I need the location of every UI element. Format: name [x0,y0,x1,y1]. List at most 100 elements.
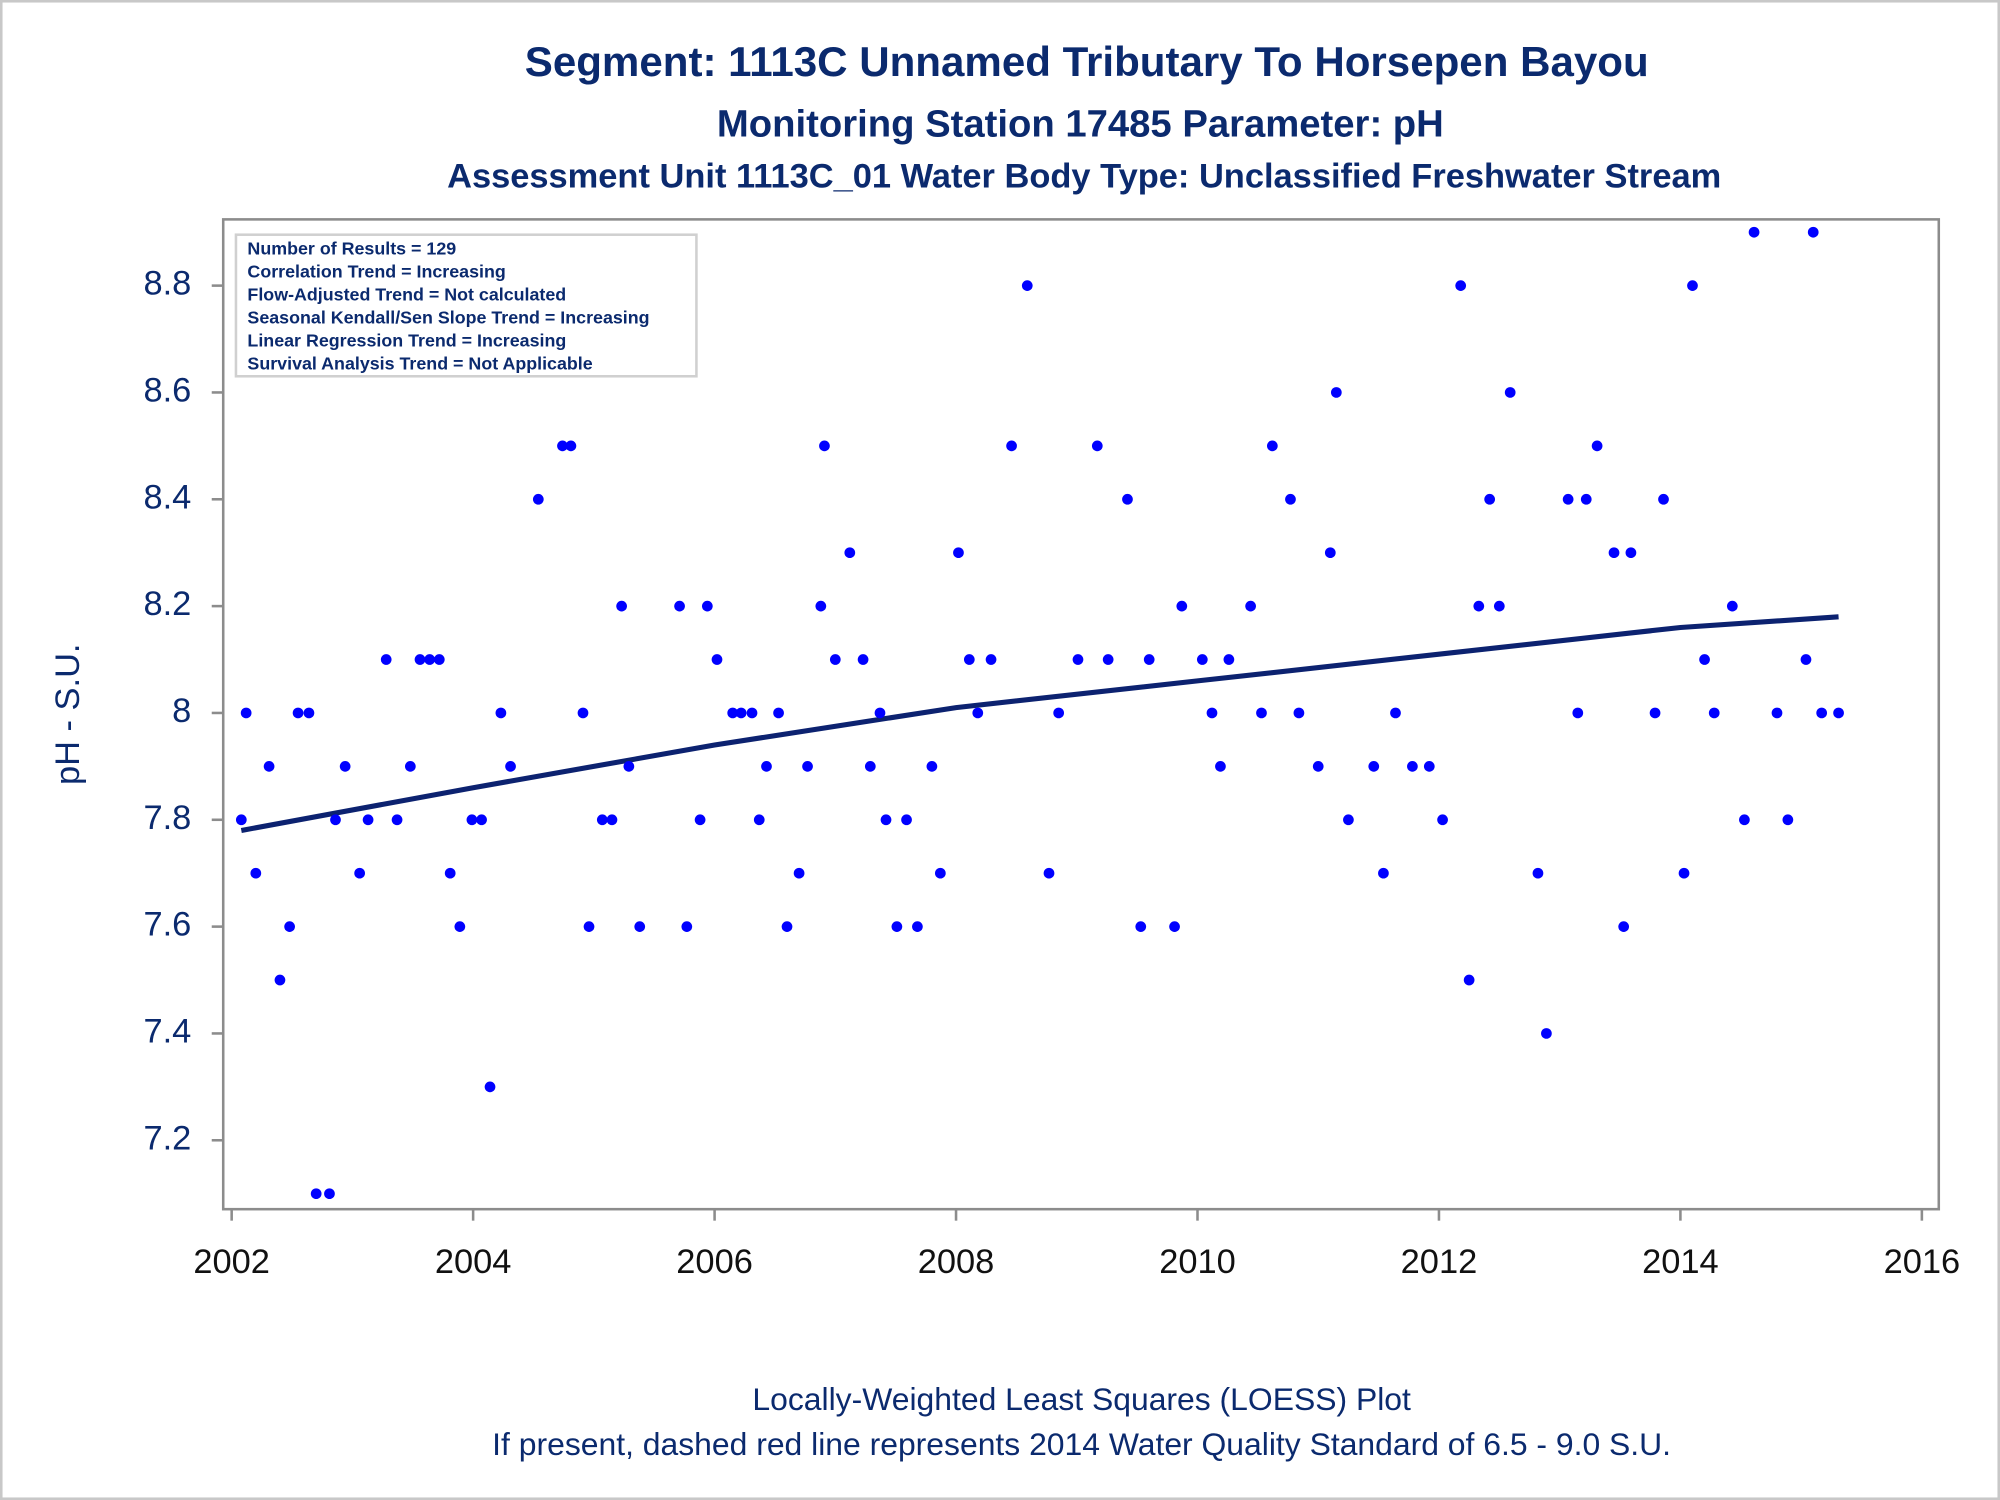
data-point [857,654,869,665]
data-point [250,867,262,879]
data-point [891,921,903,932]
data-point [1223,654,1235,665]
data-point [324,1188,335,1200]
data-point [815,600,827,612]
info-text: Seasonal Kendall/Sen Slope Trend = Incre… [247,308,649,328]
data-point [1021,280,1033,291]
data-point [1215,761,1226,772]
data-point [380,654,392,665]
data-point [414,654,426,665]
data-point [1407,761,1418,772]
data-point [727,707,739,719]
x-tick-label: 2014 [1642,1243,1719,1281]
data-point [1463,974,1475,986]
data-point [1169,921,1180,932]
data-point [1266,440,1278,452]
data-point [1591,440,1603,452]
data-point [1176,600,1188,612]
data-point [1771,707,1783,719]
data-point [773,707,784,719]
data-point [1800,654,1812,665]
data-point [1378,867,1389,879]
data-point [1807,226,1819,238]
data-point [391,814,403,826]
data-point [1324,547,1336,559]
y-axis-label: pH - S.U. [49,644,87,786]
data-point [1782,814,1794,826]
data-point [802,761,813,772]
data-point [901,814,912,826]
info-text: Flow-Adjusted Trend = Not calculated [247,285,566,305]
data-point [735,707,747,719]
data-point [1423,761,1435,772]
data-point [1625,547,1637,559]
x-tick-label: 2010 [1159,1243,1236,1281]
data-point [444,867,456,879]
data-point [844,547,856,559]
data-point [1072,654,1084,665]
data-point [303,707,315,719]
data-point [926,761,938,772]
data-point [1726,600,1738,612]
data-point [1390,707,1401,719]
data-point [606,814,618,826]
data-point [963,654,975,665]
data-point [339,761,351,772]
data-point [1006,440,1017,452]
info-text: Correlation Trend = Increasing [247,262,505,282]
data-point [634,921,646,932]
data-point [362,814,374,826]
data-point [1437,814,1448,826]
data-point [1833,707,1844,719]
x-tick-label: 2008 [918,1243,995,1281]
y-tick-label: 8.4 [143,478,191,516]
data-point [711,654,723,665]
data-point [880,814,892,826]
data-point [433,654,445,665]
y-tick-label: 8.2 [143,585,191,623]
data-point [1368,761,1380,772]
data-point [761,761,772,772]
data-point [1678,867,1690,879]
data-point [505,761,516,772]
data-point [240,707,252,719]
footnote: If present, dashed red line represents 2… [492,1426,1671,1462]
chart-subtitle: Assessment Unit 1113C_01 Water Body Type… [447,158,1721,196]
data-point [1091,440,1103,452]
data-point [1748,226,1760,238]
data-point [1484,493,1496,505]
data-point [1687,280,1698,291]
data-point [330,814,341,826]
data-point [753,814,765,826]
data-point [681,921,693,932]
data-point [829,654,841,665]
data-point [746,707,758,719]
footnote: Locally-Weighted Least Squares (LOESS) P… [752,1381,1411,1417]
data-point [793,867,805,879]
chart-subtitle: Monitoring Station 17485 Parameter: pH [717,102,1444,145]
trend-line [240,614,1839,833]
y-tick-label: 7.2 [143,1119,191,1157]
y-tick-label: 8.6 [143,372,191,410]
data-point [934,867,946,879]
data-point [1256,707,1267,719]
data-point [1343,814,1354,826]
data-point [1504,387,1516,398]
data-point [263,761,275,772]
data-point [1532,867,1544,879]
data-point [1122,493,1133,505]
data-point [484,1081,496,1093]
data-point [596,814,608,826]
data-point [466,814,478,826]
data-point [404,761,416,772]
data-point [1473,600,1485,612]
data-point [1206,707,1218,719]
data-point [476,814,487,826]
data-point [1572,707,1584,719]
data-point [274,974,286,986]
y-tick-label: 8 [172,692,191,730]
data-point [1330,387,1342,398]
data-point [972,707,984,719]
chart-title: Segment: 1113C Unnamed Tributary To Hors… [525,38,1649,85]
info-box [234,233,698,378]
